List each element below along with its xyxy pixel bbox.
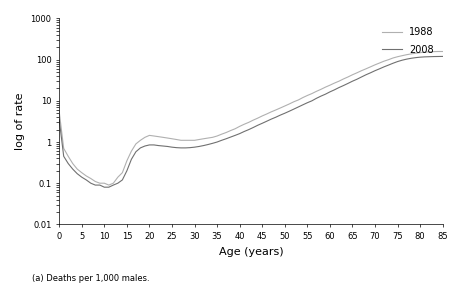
1988	[106, 183, 112, 187]
2008	[101, 185, 107, 189]
2008	[65, 162, 71, 165]
2008	[56, 118, 62, 121]
1988	[435, 50, 441, 53]
1988	[56, 110, 62, 113]
1988	[354, 71, 360, 74]
Line: 1988: 1988	[59, 51, 443, 185]
Text: (a) Deaths per 1,000 males.: (a) Deaths per 1,000 males.	[32, 274, 150, 283]
1988	[246, 121, 251, 124]
2008	[354, 77, 360, 81]
1988	[386, 58, 391, 61]
2008	[97, 183, 103, 187]
2008	[75, 172, 80, 175]
1988	[440, 50, 445, 53]
2008	[246, 128, 251, 131]
1988	[97, 181, 103, 185]
X-axis label: Age (years): Age (years)	[219, 246, 283, 257]
Line: 2008: 2008	[59, 56, 443, 187]
1988	[75, 167, 80, 171]
Y-axis label: log of rate: log of rate	[15, 93, 25, 150]
Legend: 1988, 2008: 1988, 2008	[378, 23, 438, 59]
2008	[440, 55, 445, 58]
1988	[65, 154, 71, 158]
2008	[386, 63, 391, 67]
